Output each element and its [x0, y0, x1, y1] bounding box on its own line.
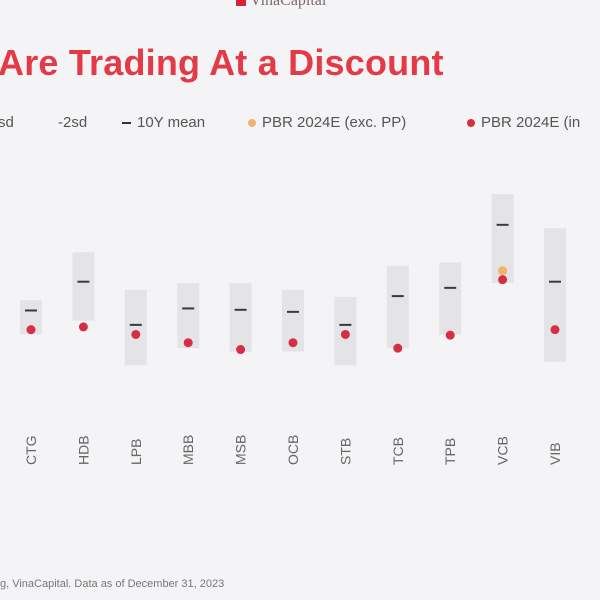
tick-label-ctg: CTG: [23, 435, 39, 465]
pbr-range-chart: CTG HDB LPB MBB MSB OCB STB TCB TPB VCB VIB: [20, 193, 566, 465]
range-bar-vcb: [491, 193, 514, 284]
legend-label: PBR 2024E (exc. PP): [262, 114, 407, 131]
legend-item-pbr-exc: PBR 2024E (exc. PP): [248, 114, 406, 131]
range-bar-vib: [544, 228, 566, 362]
range-bar-lpb: [124, 289, 147, 366]
pbr-inc-point-hdb: [78, 322, 88, 332]
dash-icon: [122, 121, 131, 124]
pbr-inc-point-ctg: [26, 325, 36, 335]
pbr-inc-point-ocb: [288, 338, 298, 348]
range-bar-ctg: [20, 300, 42, 335]
range-bar-msb: [229, 283, 252, 352]
tick-label-vcb: VCB: [495, 436, 511, 465]
legend-label: PBR 2024E (in: [481, 114, 581, 131]
range-bar-hdb: [72, 252, 95, 321]
range-bar-tpb: [439, 262, 462, 335]
tick-label-stb: STB: [337, 438, 353, 465]
dot-icon: [467, 118, 475, 127]
range-bar-ocb: [282, 289, 304, 352]
pbr-inc-point-stb: [340, 329, 350, 339]
pbr-inc-point-tcb: [393, 343, 403, 353]
tick-label-hdb: HDB: [75, 435, 91, 465]
chart-title: Are Trading At a Discount: [0, 42, 444, 83]
brand-name: VinaCapital: [250, 0, 327, 9]
tick-label-vib: VIB: [547, 442, 563, 465]
pbr-inc-point-vcb: [498, 275, 508, 285]
legend-label: sd: [0, 114, 14, 131]
legend: sd -2sd 10Y mean PBR 2024E (exc. PP) PBR…: [0, 114, 600, 134]
legend-label: 10Y mean: [137, 114, 206, 131]
tick-label-tcb: TCB: [390, 437, 406, 465]
legend-item-sd: sd: [0, 114, 14, 131]
pbr-inc-point-vib: [550, 325, 560, 335]
dot-icon: [248, 118, 256, 127]
brand-logo: VinaCapital: [236, 0, 326, 10]
source-note: g, VinaCapital. Data as of December 31, …: [0, 578, 225, 590]
legend-item-minus-2sd: -2sd: [58, 114, 87, 131]
tick-label-lpb: LPB: [128, 439, 144, 465]
range-bar-tcb: [386, 265, 409, 349]
tick-label-tpb: TPB: [442, 438, 458, 465]
pbr-inc-point-lpb: [131, 329, 141, 339]
range-bar-mbb: [177, 283, 200, 349]
tick-label-ocb: OCB: [285, 435, 301, 465]
legend-label: -2sd: [58, 114, 88, 131]
pbr-inc-point-mbb: [183, 338, 193, 348]
tick-label-msb: MSB: [233, 435, 249, 465]
pbr-inc-point-msb: [236, 345, 246, 355]
pbr-exc-point-vcb: [498, 266, 508, 276]
brand-mark-icon: [236, 0, 246, 6]
legend-item-pbr-inc: PBR 2024E (in: [467, 114, 580, 131]
pbr-inc-point-tpb: [445, 330, 455, 340]
tick-label-mbb: MBB: [180, 435, 196, 465]
legend-item-10y-mean: 10Y mean: [122, 114, 205, 131]
